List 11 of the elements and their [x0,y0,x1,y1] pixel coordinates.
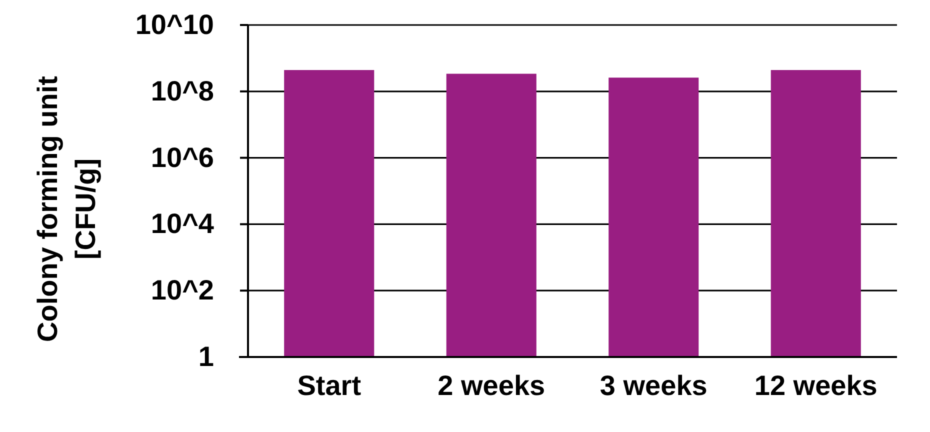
x-tick-label: 2 weeks [438,370,546,401]
y-tick-label: 10^2 [150,274,214,306]
y-tick-label: 10^4 [150,208,214,240]
x-tick-label: Start [297,370,362,401]
y-tick-label: 10^6 [150,142,214,173]
y-tick-label: 1 [198,340,214,372]
y-axis-title: Colony forming unit [CFU/g] [32,76,101,342]
y-tick-label: 10^10 [135,8,214,40]
x-tick-label: 12 weeks [754,370,878,401]
y-tick-label: 10^8 [150,75,214,106]
x-tick-label: 3 weeks [600,370,708,401]
